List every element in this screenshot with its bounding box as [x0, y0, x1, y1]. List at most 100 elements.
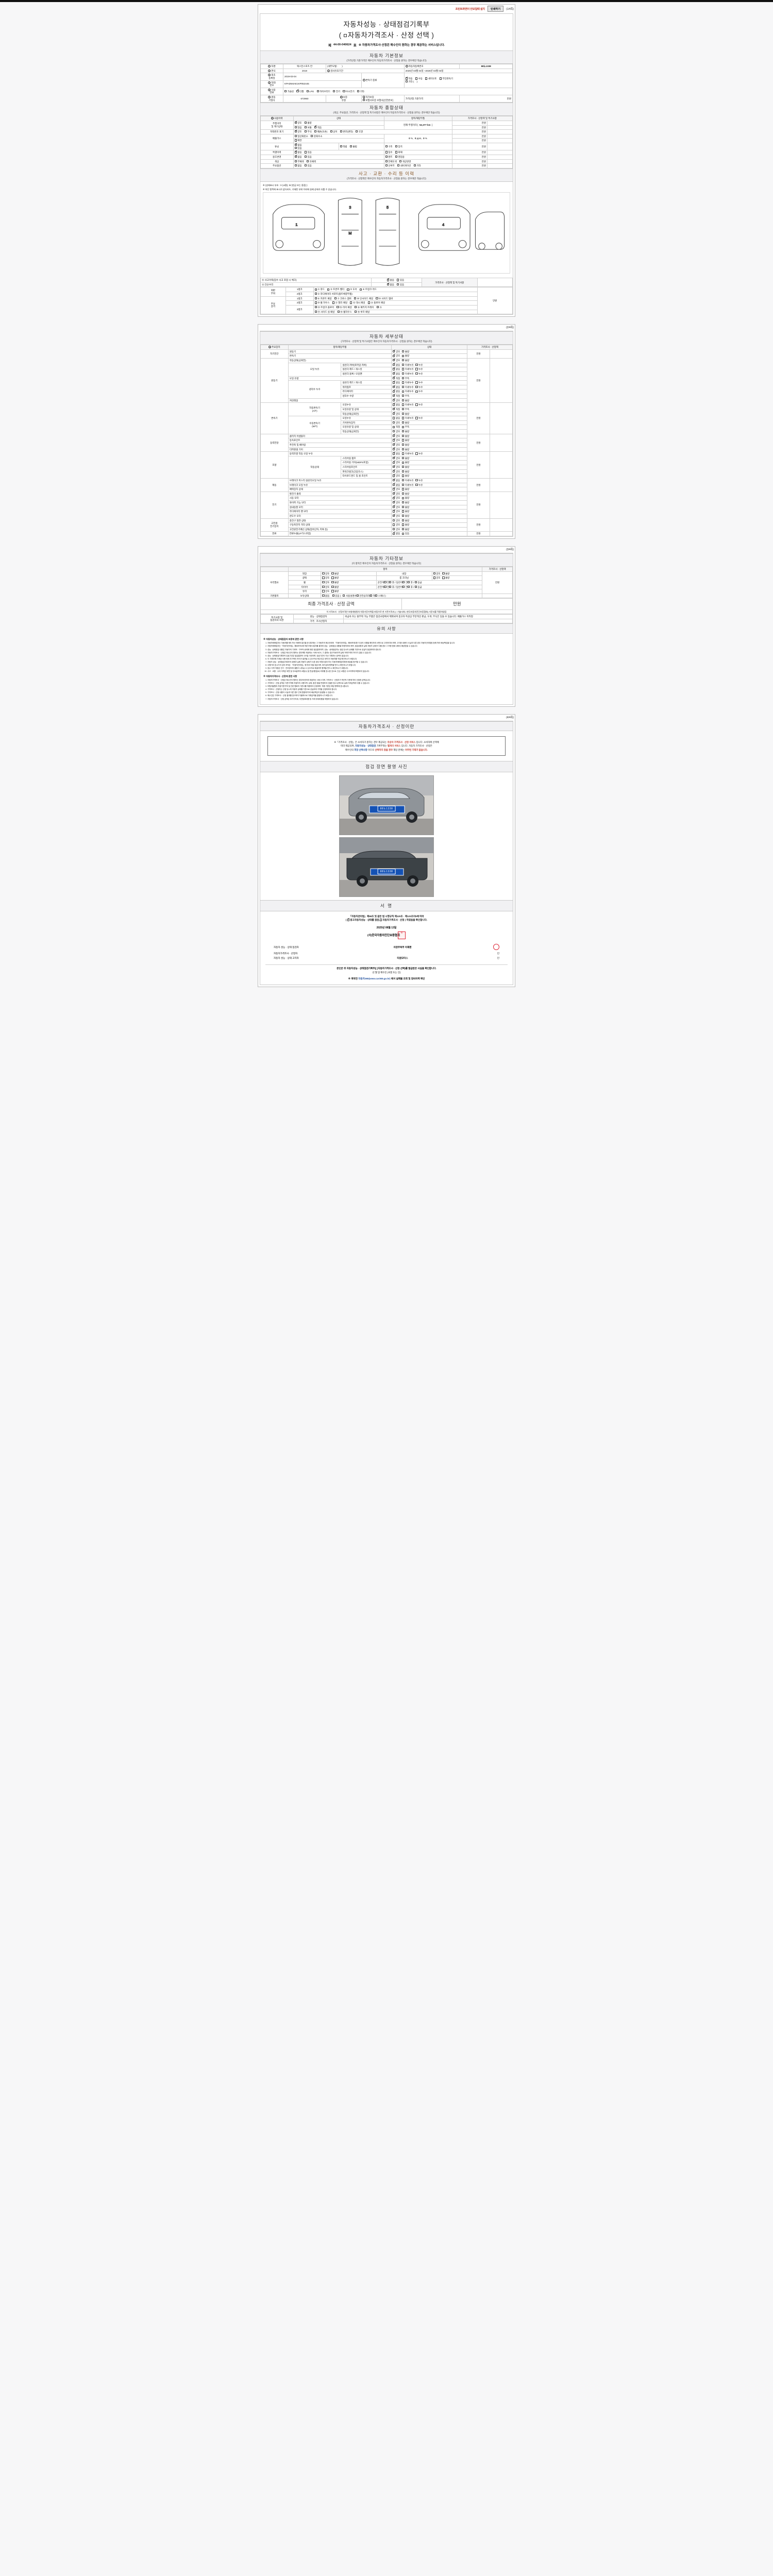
opt-oq-low[interactable]: 부족	[402, 377, 409, 380]
checkbox-hv2-good[interactable]	[393, 523, 395, 526]
opt-mtg-good[interactable]: 양호	[393, 421, 400, 425]
checkbox-usage-yes[interactable]	[304, 155, 307, 158]
checkbox-radiator-support[interactable]	[314, 293, 317, 295]
checkbox-wh-spare[interactable]	[414, 581, 417, 584]
opt-cv-good[interactable]: 양호	[393, 438, 400, 442]
opt-hc[interactable]: 탄화수소	[311, 135, 322, 138]
checkbox-rank3-a[interactable]	[376, 306, 379, 309]
checkbox-al-good[interactable]	[393, 492, 396, 495]
opt-insurer-warranty[interactable]: 보험사보증 보험사[신한손보]	[362, 98, 393, 102]
opt-co[interactable]: 일산화탄소	[294, 135, 308, 138]
checkbox-wh-good[interactable]	[322, 581, 325, 584]
checkbox-sg-good[interactable]	[393, 461, 396, 464]
print-button[interactable]: 인쇄하기	[488, 6, 504, 12]
opt-tuning-legal[interactable]: 적법	[340, 145, 347, 148]
checkbox-sp-good[interactable]	[393, 456, 396, 460]
checkbox-option-none[interactable]	[294, 164, 297, 167]
checkbox-cr-leak[interactable]	[415, 390, 418, 393]
opt-pillar-panel[interactable]: ⑪ 필러 패널	[332, 301, 347, 304]
opt-flood[interactable]: 침수	[385, 151, 393, 154]
checkbox-tr-good[interactable]	[393, 474, 396, 477]
checkbox-hc[interactable]	[311, 134, 313, 138]
opt-ati-good[interactable]: 양호	[393, 412, 400, 416]
opt-color-change[interactable]: 색상변경	[399, 160, 411, 163]
checkbox-oq-ok[interactable]	[393, 376, 396, 379]
opt-cl-bad[interactable]: 불량	[402, 435, 409, 438]
checkbox-atq-ok[interactable]	[393, 408, 396, 411]
checkbox-ocb-minor[interactable]	[402, 372, 405, 375]
opt-sj-good[interactable]: 양호	[393, 465, 400, 469]
opt-df-bad[interactable]: 불량	[402, 448, 409, 451]
checkbox-sd-tr-bad[interactable]	[402, 354, 405, 357]
checkbox-side-member[interactable]	[376, 297, 378, 299]
opt-hybrid[interactable]: 하이브리드	[316, 90, 330, 93]
checkbox-tuning-legal[interactable]	[340, 145, 342, 148]
opt-rear-panel[interactable]: ⑮ 리어 패널	[337, 306, 352, 309]
opt-bm-leak[interactable]: 누유	[415, 479, 423, 482]
opt-tuning-none[interactable]: 없음	[294, 143, 302, 147]
opt-idle-good[interactable]: 양호	[393, 359, 400, 362]
checkbox-cross-member[interactable]	[334, 297, 337, 299]
checkbox-spanner[interactable]	[375, 594, 378, 597]
checkbox-ti-spare[interactable]	[414, 585, 417, 588]
opt-in-good[interactable]: 양호	[433, 572, 440, 575]
opt-atq-low[interactable]: 부족	[402, 408, 409, 411]
opt-simple-yes[interactable]: 있음	[397, 283, 404, 286]
opt-mt-minor[interactable]: 미세누유	[402, 417, 413, 420]
opt-tuning-yes[interactable]: 있음	[294, 147, 302, 150]
opt-mileage-bad[interactable]: 불량	[304, 122, 312, 125]
opt-vin-good[interactable]: 양호	[294, 130, 302, 133]
checkbox-mileage-normal[interactable]	[304, 126, 307, 128]
opt-trunk-floor[interactable]: ⑭ 트렁크 플로어	[314, 306, 334, 309]
opt-crail-bad[interactable]: 불량	[402, 399, 409, 402]
opt-gl-good[interactable]: 양호	[322, 590, 329, 593]
opt-commercial[interactable]: 영업용	[395, 156, 405, 159]
checkbox-performance-check[interactable]	[347, 918, 350, 921]
opt-ocb-leak[interactable]: 누유	[415, 372, 423, 376]
checkbox-manual[interactable]	[415, 77, 418, 80]
checkbox-crail-bad[interactable]	[402, 399, 405, 401]
checkbox-vin-damage[interactable]	[314, 130, 317, 133]
checkbox-trunk-lid[interactable]	[359, 288, 362, 291]
checkbox-po-good[interactable]	[322, 577, 325, 579]
opt-vin-altered[interactable]: 변조(변타)	[340, 130, 353, 133]
opt-st-good[interactable]: 양호	[393, 496, 400, 500]
checkbox-occ-leak[interactable]	[415, 363, 418, 366]
checkbox-mtq-low[interactable]	[402, 426, 405, 428]
checkbox-mileage-good[interactable]	[294, 121, 297, 124]
checkbox-fire[interactable]	[395, 151, 398, 154]
checkbox-rf-bad[interactable]	[402, 510, 405, 513]
opt-wp-good[interactable]: 양호	[393, 501, 400, 504]
checkbox-vin-good[interactable]	[294, 130, 297, 133]
checkbox-tuning-device[interactable]	[395, 145, 398, 148]
opt-semiauto[interactable]: 세미오토	[425, 77, 436, 80]
opt-mtq-ok[interactable]: 적정	[393, 426, 400, 429]
checkbox-color-change[interactable]	[399, 160, 402, 162]
opt-fl-yes[interactable]: 있음	[402, 532, 409, 535]
checkbox-mt-none[interactable]	[393, 417, 395, 419]
opt-accident-none[interactable]: 없음	[386, 278, 394, 282]
checkbox-gasoline[interactable]	[284, 90, 287, 92]
checkbox-hv2-bad[interactable]	[402, 523, 405, 526]
checkbox-och-leak[interactable]	[415, 368, 418, 370]
checkbox-simple-none[interactable]	[386, 282, 390, 286]
opt-cq-low[interactable]: 부족	[402, 395, 409, 398]
opt-sd-eng-good[interactable]: 양호	[393, 349, 400, 353]
checkbox-rc-bad[interactable]	[442, 577, 445, 579]
opt-cq-ok[interactable]: 적정	[393, 394, 400, 398]
checkbox-package-tray[interactable]	[354, 306, 357, 309]
checkbox-rf-good[interactable]	[393, 510, 396, 513]
opt-special-yes[interactable]: 있음	[304, 151, 312, 154]
opt-at-minor[interactable]: 미세누유	[402, 403, 413, 406]
checkbox-vin-altered[interactable]	[340, 130, 342, 133]
opt-fl-none[interactable]: 없음	[393, 532, 400, 535]
opt-ch-none[interactable]: 없음	[393, 381, 400, 384]
opt-rf-good[interactable]: 양호	[393, 510, 400, 513]
opt-bm-minor[interactable]: 미세누유	[402, 479, 413, 482]
opt-sp-bad[interactable]: 불량	[402, 457, 409, 460]
opt-inside-panel[interactable]: ⑧ 인사이드 패널	[354, 297, 373, 300]
opt-vin-erased[interactable]: 도말	[356, 130, 363, 133]
opt-trans-other[interactable]: 기타 ( )	[405, 80, 417, 83]
opt-bb-good[interactable]: 양호	[393, 487, 400, 491]
opt-po-good[interactable]: 양호	[322, 577, 329, 580]
